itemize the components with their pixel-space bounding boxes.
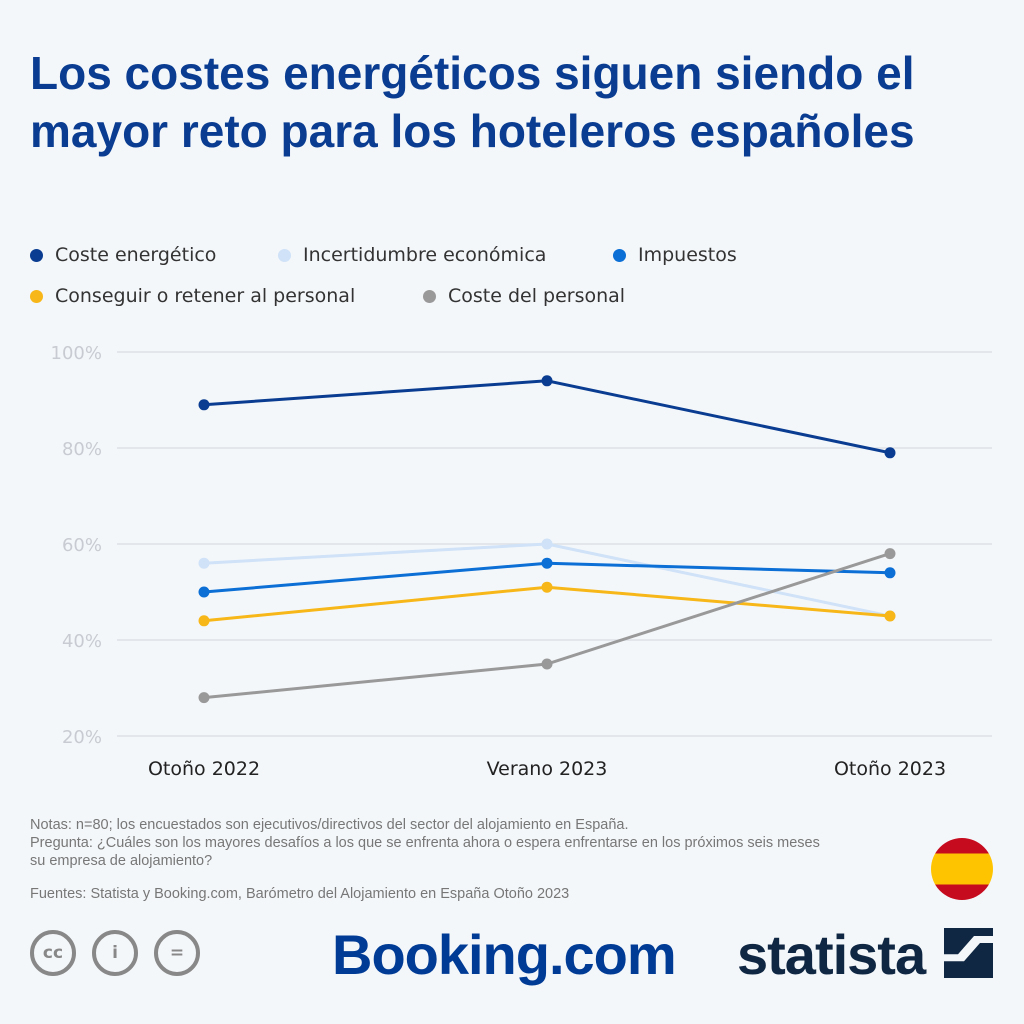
legend-item: Coste energético bbox=[30, 244, 216, 266]
statista-logo-icon bbox=[944, 928, 993, 978]
y-tick-label: 40% bbox=[62, 631, 102, 652]
legend-dot bbox=[278, 248, 291, 262]
series-line bbox=[203, 552, 891, 700]
y-tick-label: 20% bbox=[62, 727, 102, 748]
y-tick-label: 80% bbox=[62, 439, 102, 460]
booking-logo: Booking.com bbox=[332, 923, 677, 986]
legend-label: Coste del personal bbox=[448, 285, 626, 307]
legend-dot bbox=[423, 289, 436, 303]
data-point bbox=[198, 586, 210, 598]
legend-label: Conseguir o retener al personal bbox=[55, 285, 356, 307]
data-point bbox=[541, 538, 553, 550]
y-tick-label: 60% bbox=[62, 535, 102, 556]
series-line bbox=[203, 542, 891, 618]
statista-logo: statista bbox=[737, 923, 926, 986]
legend-dot bbox=[30, 289, 43, 303]
question-text: Pregunta: ¿Cuáles son los mayores desafí… bbox=[30, 835, 820, 869]
notes-text: Notas: n=80; los encuestados son ejecuti… bbox=[30, 817, 629, 833]
spain-flag-icon bbox=[931, 838, 993, 900]
data-point bbox=[198, 615, 210, 627]
x-tick-label: Verano 2023 bbox=[487, 758, 608, 780]
data-point bbox=[541, 557, 553, 569]
legend-item: Incertidumbre económica bbox=[278, 244, 546, 266]
data-point bbox=[541, 581, 553, 593]
sources: Fuentes: Statista y Booking.com, Barómet… bbox=[30, 886, 570, 902]
cc-license-icon[interactable]: cc bbox=[30, 930, 76, 976]
legend-item: Coste del personal bbox=[423, 285, 625, 307]
data-point bbox=[884, 567, 896, 579]
x-tick-label: Otoño 2023 bbox=[834, 758, 946, 780]
legend-dot bbox=[30, 248, 43, 262]
page-title: Los costes energéticos siguen siendo el … bbox=[30, 47, 915, 157]
legend-item: Conseguir o retener al personal bbox=[30, 285, 355, 307]
y-tick-label: 100% bbox=[51, 343, 102, 364]
legend-dot bbox=[613, 248, 626, 262]
data-point bbox=[884, 610, 896, 622]
x-tick-label: Otoño 2022 bbox=[148, 758, 260, 780]
legend-label: Incertidumbre económica bbox=[303, 244, 547, 266]
cc-by-icon[interactable]: i bbox=[92, 930, 138, 976]
cc-nd-icon[interactable]: = bbox=[154, 930, 200, 976]
data-point bbox=[541, 375, 553, 387]
data-point bbox=[198, 399, 210, 411]
legend-label: Coste energético bbox=[55, 244, 217, 266]
notes: Notas: n=80; los encuestados son ejecuti… bbox=[30, 816, 830, 870]
line-chart: 100% 80% 60% 40% 20% Otoño 2022 Verano 2023 Oto… bbox=[51, 343, 992, 780]
data-point bbox=[541, 658, 553, 670]
data-point bbox=[198, 557, 210, 569]
data-point bbox=[198, 692, 210, 704]
legend-item: Impuestos bbox=[613, 244, 737, 266]
series-line bbox=[203, 379, 891, 455]
legend-label: Impuestos bbox=[638, 244, 737, 266]
data-point bbox=[884, 548, 896, 560]
data-point bbox=[884, 447, 896, 459]
